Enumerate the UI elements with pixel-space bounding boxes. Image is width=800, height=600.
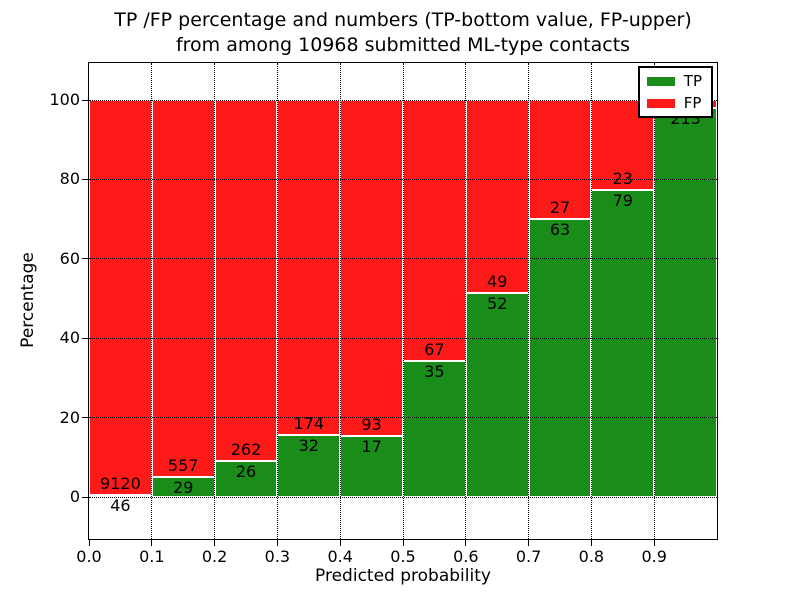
x-tick-label: 0.9 — [641, 547, 667, 566]
fp-bar-segment — [151, 100, 215, 478]
legend-label-tp: TP — [683, 72, 702, 90]
vertical-gridline — [339, 63, 341, 539]
tp-bar-segment — [403, 360, 466, 497]
vertical-gridline — [402, 63, 404, 539]
plot-area: TP FP 9120 46 557 29 262 26 174 32 93 17 67 35 49 52 2… — [88, 62, 718, 540]
x-tick-label: 0.7 — [515, 547, 542, 566]
legend-label-fp: FP — [683, 94, 702, 112]
y-tickmark — [82, 178, 89, 180]
x-tick-label: 0.3 — [264, 547, 291, 566]
y-tick-label: 40 — [59, 328, 80, 348]
y-tickmark — [82, 258, 89, 260]
chart-title-line1: TP /FP percentage and numbers (TP-bottom… — [114, 9, 692, 31]
fp-bar-segment — [89, 100, 152, 496]
vertical-gridline — [465, 63, 467, 539]
y-tick-label: 60 — [59, 248, 80, 268]
tp-bar-segment — [654, 107, 717, 497]
y-tick-label: 0 — [69, 487, 80, 506]
x-tick-label: 0.2 — [201, 547, 228, 566]
x-tickmark — [590, 540, 592, 546]
fp-count-label: 49 — [487, 271, 508, 291]
y-tick-label: 20 — [59, 407, 80, 427]
tp-count-label: 79 — [612, 190, 633, 210]
fp-count-label: 93 — [361, 414, 382, 434]
tp-count-label: 63 — [549, 220, 571, 240]
x-tickmark — [88, 540, 90, 546]
fp-count-label: 27 — [549, 198, 571, 218]
fp-bar-segment — [340, 100, 403, 436]
fp-count-label: 23 — [612, 168, 633, 188]
y-tickmark — [82, 337, 89, 339]
fp-bar-segment — [214, 100, 278, 462]
y-tickmark — [82, 417, 89, 419]
fp-count-label: 9120 — [100, 474, 141, 494]
chart-title-line2: from among 10968 submitted ML-type conta… — [175, 34, 631, 56]
tp-count-label: 52 — [487, 293, 508, 313]
fp-count-label: 67 — [424, 339, 445, 359]
x-tick-label: 0.1 — [139, 547, 165, 566]
tp-count-label: 46 — [110, 496, 131, 515]
x-tickmark — [653, 540, 655, 546]
tp-count-label: 29 — [173, 478, 194, 498]
x-tickmark — [151, 540, 153, 546]
legend: TP FP — [637, 66, 713, 118]
tp-count-label: 26 — [235, 462, 257, 482]
fp-swatch-icon — [646, 98, 675, 108]
vertical-gridline — [528, 63, 530, 539]
tp-swatch-icon — [646, 76, 675, 86]
x-tickmark — [214, 540, 216, 546]
x-tickmark — [402, 540, 404, 546]
x-tickmark — [528, 540, 530, 546]
x-axis-label: Predicted probability — [315, 566, 491, 586]
x-tickmark — [465, 540, 467, 546]
legend-item-fp: FP — [646, 94, 702, 112]
tp-count-label: 17 — [361, 436, 382, 456]
x-tick-label: 0.5 — [390, 547, 416, 566]
legend-item-tp: TP — [646, 72, 702, 90]
fp-bar-segment — [465, 100, 529, 293]
x-tick-label: 0.0 — [76, 547, 102, 566]
x-tickmark — [276, 540, 278, 546]
tp-count-label: 35 — [424, 361, 445, 381]
tp-count-label: 32 — [298, 436, 319, 456]
vertical-gridline — [276, 63, 278, 539]
tp-bar-segment — [528, 219, 592, 497]
x-tick-label: 0.4 — [327, 547, 353, 566]
y-tick-label: 80 — [59, 169, 80, 189]
vertical-gridline — [590, 63, 592, 539]
y-tickmark — [82, 99, 89, 101]
y-tickmark — [82, 496, 89, 498]
vertical-gridline — [653, 63, 655, 539]
fp-bar-segment — [277, 100, 341, 436]
tp-bar-segment — [465, 292, 529, 497]
fp-bar-segment — [403, 100, 466, 361]
x-tick-label: 0.8 — [578, 547, 605, 566]
vertical-gridline — [151, 63, 153, 539]
fp-count-label: 262 — [230, 440, 262, 460]
tp-bar-segment — [591, 189, 655, 497]
fp-count-label: 557 — [167, 456, 199, 476]
x-tick-label: 0.6 — [453, 547, 479, 566]
y-tick-label: 100 — [49, 90, 80, 109]
fp-count-label: 174 — [293, 414, 325, 434]
x-tickmark — [339, 540, 341, 546]
vertical-gridline — [214, 63, 216, 539]
